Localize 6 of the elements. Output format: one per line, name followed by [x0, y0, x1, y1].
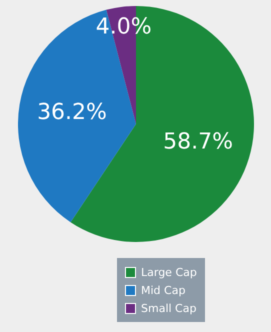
data-label: 58.7% — [163, 130, 234, 155]
legend-label: Large Cap — [141, 266, 197, 278]
legend-label: Small Cap — [141, 302, 196, 314]
data-label: 4.0% — [96, 14, 152, 40]
legend-label: Mid Cap — [141, 284, 186, 296]
data-label: 36.2% — [37, 100, 107, 125]
